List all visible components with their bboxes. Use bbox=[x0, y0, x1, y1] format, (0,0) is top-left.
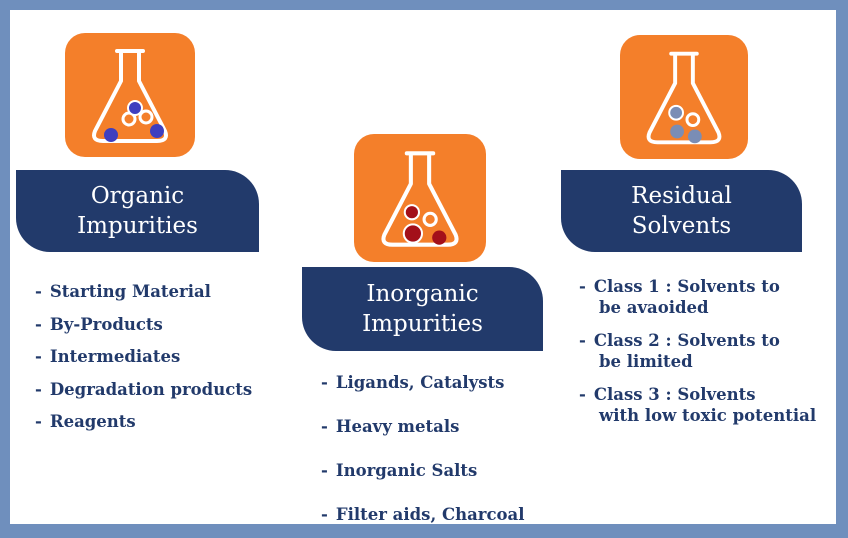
organic-flask-icon bbox=[65, 33, 195, 157]
residual-title-line2: Solvents bbox=[631, 213, 732, 239]
organic-title-line2: Impurities bbox=[77, 213, 198, 239]
organic-impurities-list: - Starting Material - By-Products - Interme… bbox=[35, 276, 252, 439]
list-item: - By-Products bbox=[35, 314, 163, 334]
inorganic-title-line1: Inorganic bbox=[366, 281, 479, 307]
residual-solvents-list: - Class 1 : Solvents to be avaoided - Clas… bbox=[579, 276, 816, 426]
inorganic-flask-icon bbox=[354, 134, 486, 262]
list-item: - Degradation products bbox=[35, 379, 253, 399]
inorganic-impurities-list: - Ligands, Catalysts - Heavy metals - Inorg… bbox=[321, 361, 524, 537]
list-item: - Heavy metals bbox=[321, 417, 460, 436]
list-item: - Class 1 : Solvents to be avaoided bbox=[579, 277, 780, 317]
list-item: - Intermediates bbox=[35, 347, 181, 366]
organic-title-line1: Organic bbox=[90, 183, 185, 209]
residual-solvents-banner: Residual Solvents bbox=[561, 170, 802, 252]
list-item: - Class 3 : Solvents with low toxic poten… bbox=[579, 385, 817, 425]
diagram-frame: Organic Impurities - Starting Material -B… bbox=[10, 10, 836, 524]
inorganic-title-line2: Impurities bbox=[362, 311, 483, 337]
inorganic-impurities-banner: Inorganic Impurities bbox=[302, 267, 543, 351]
organic-impurities-banner: Organic Impurities bbox=[16, 170, 259, 252]
list-item: - Reagents bbox=[35, 412, 136, 431]
list-item: - Ligands, Catalysts bbox=[321, 373, 505, 392]
list-item: - Starting Material bbox=[35, 282, 211, 301]
residual-flask-icon bbox=[620, 35, 748, 159]
residual-title-line1: Residual bbox=[631, 183, 732, 209]
list-item: - Inorganic Salts bbox=[321, 461, 478, 480]
list-item: - Filter aids, Charcoal bbox=[321, 505, 525, 524]
list-item: - Class 2 : Solvents to be limited bbox=[579, 331, 780, 371]
